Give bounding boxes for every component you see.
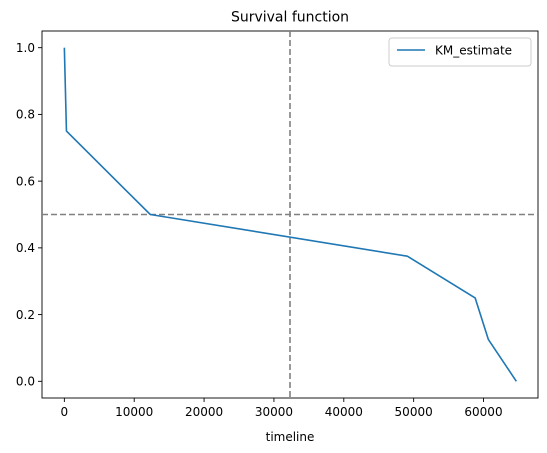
legend: KM_estimate <box>389 38 531 66</box>
x-tick-label: 30000 <box>255 405 293 419</box>
y-tick-label: 0.2 <box>16 308 35 322</box>
x-axis-label: timeline <box>266 430 315 444</box>
x-tick-label: 0 <box>61 405 69 419</box>
chart-title: Survival function <box>231 10 349 26</box>
x-tick-label: 60000 <box>464 405 502 419</box>
y-tick-label: 1.0 <box>16 41 35 55</box>
reference-lines <box>42 31 538 398</box>
legend-label: KM_estimate <box>435 44 512 58</box>
x-tick-label: 20000 <box>185 405 223 419</box>
plot-area <box>42 31 538 398</box>
y-tick-label: 0.4 <box>16 241 35 255</box>
x-tick-label: 50000 <box>395 405 433 419</box>
x-tick-label: 10000 <box>115 405 153 419</box>
y-tick-label: 0.8 <box>16 108 35 122</box>
x-axis-ticks: 0 10000 20000 30000 40000 50000 60000 <box>61 398 503 419</box>
y-tick-label: 0.0 <box>16 375 35 389</box>
x-tick-label: 40000 <box>325 405 363 419</box>
y-tick-label: 0.6 <box>16 174 35 188</box>
y-axis-ticks: 0.0 0.2 0.4 0.6 0.8 1.0 <box>16 41 42 389</box>
